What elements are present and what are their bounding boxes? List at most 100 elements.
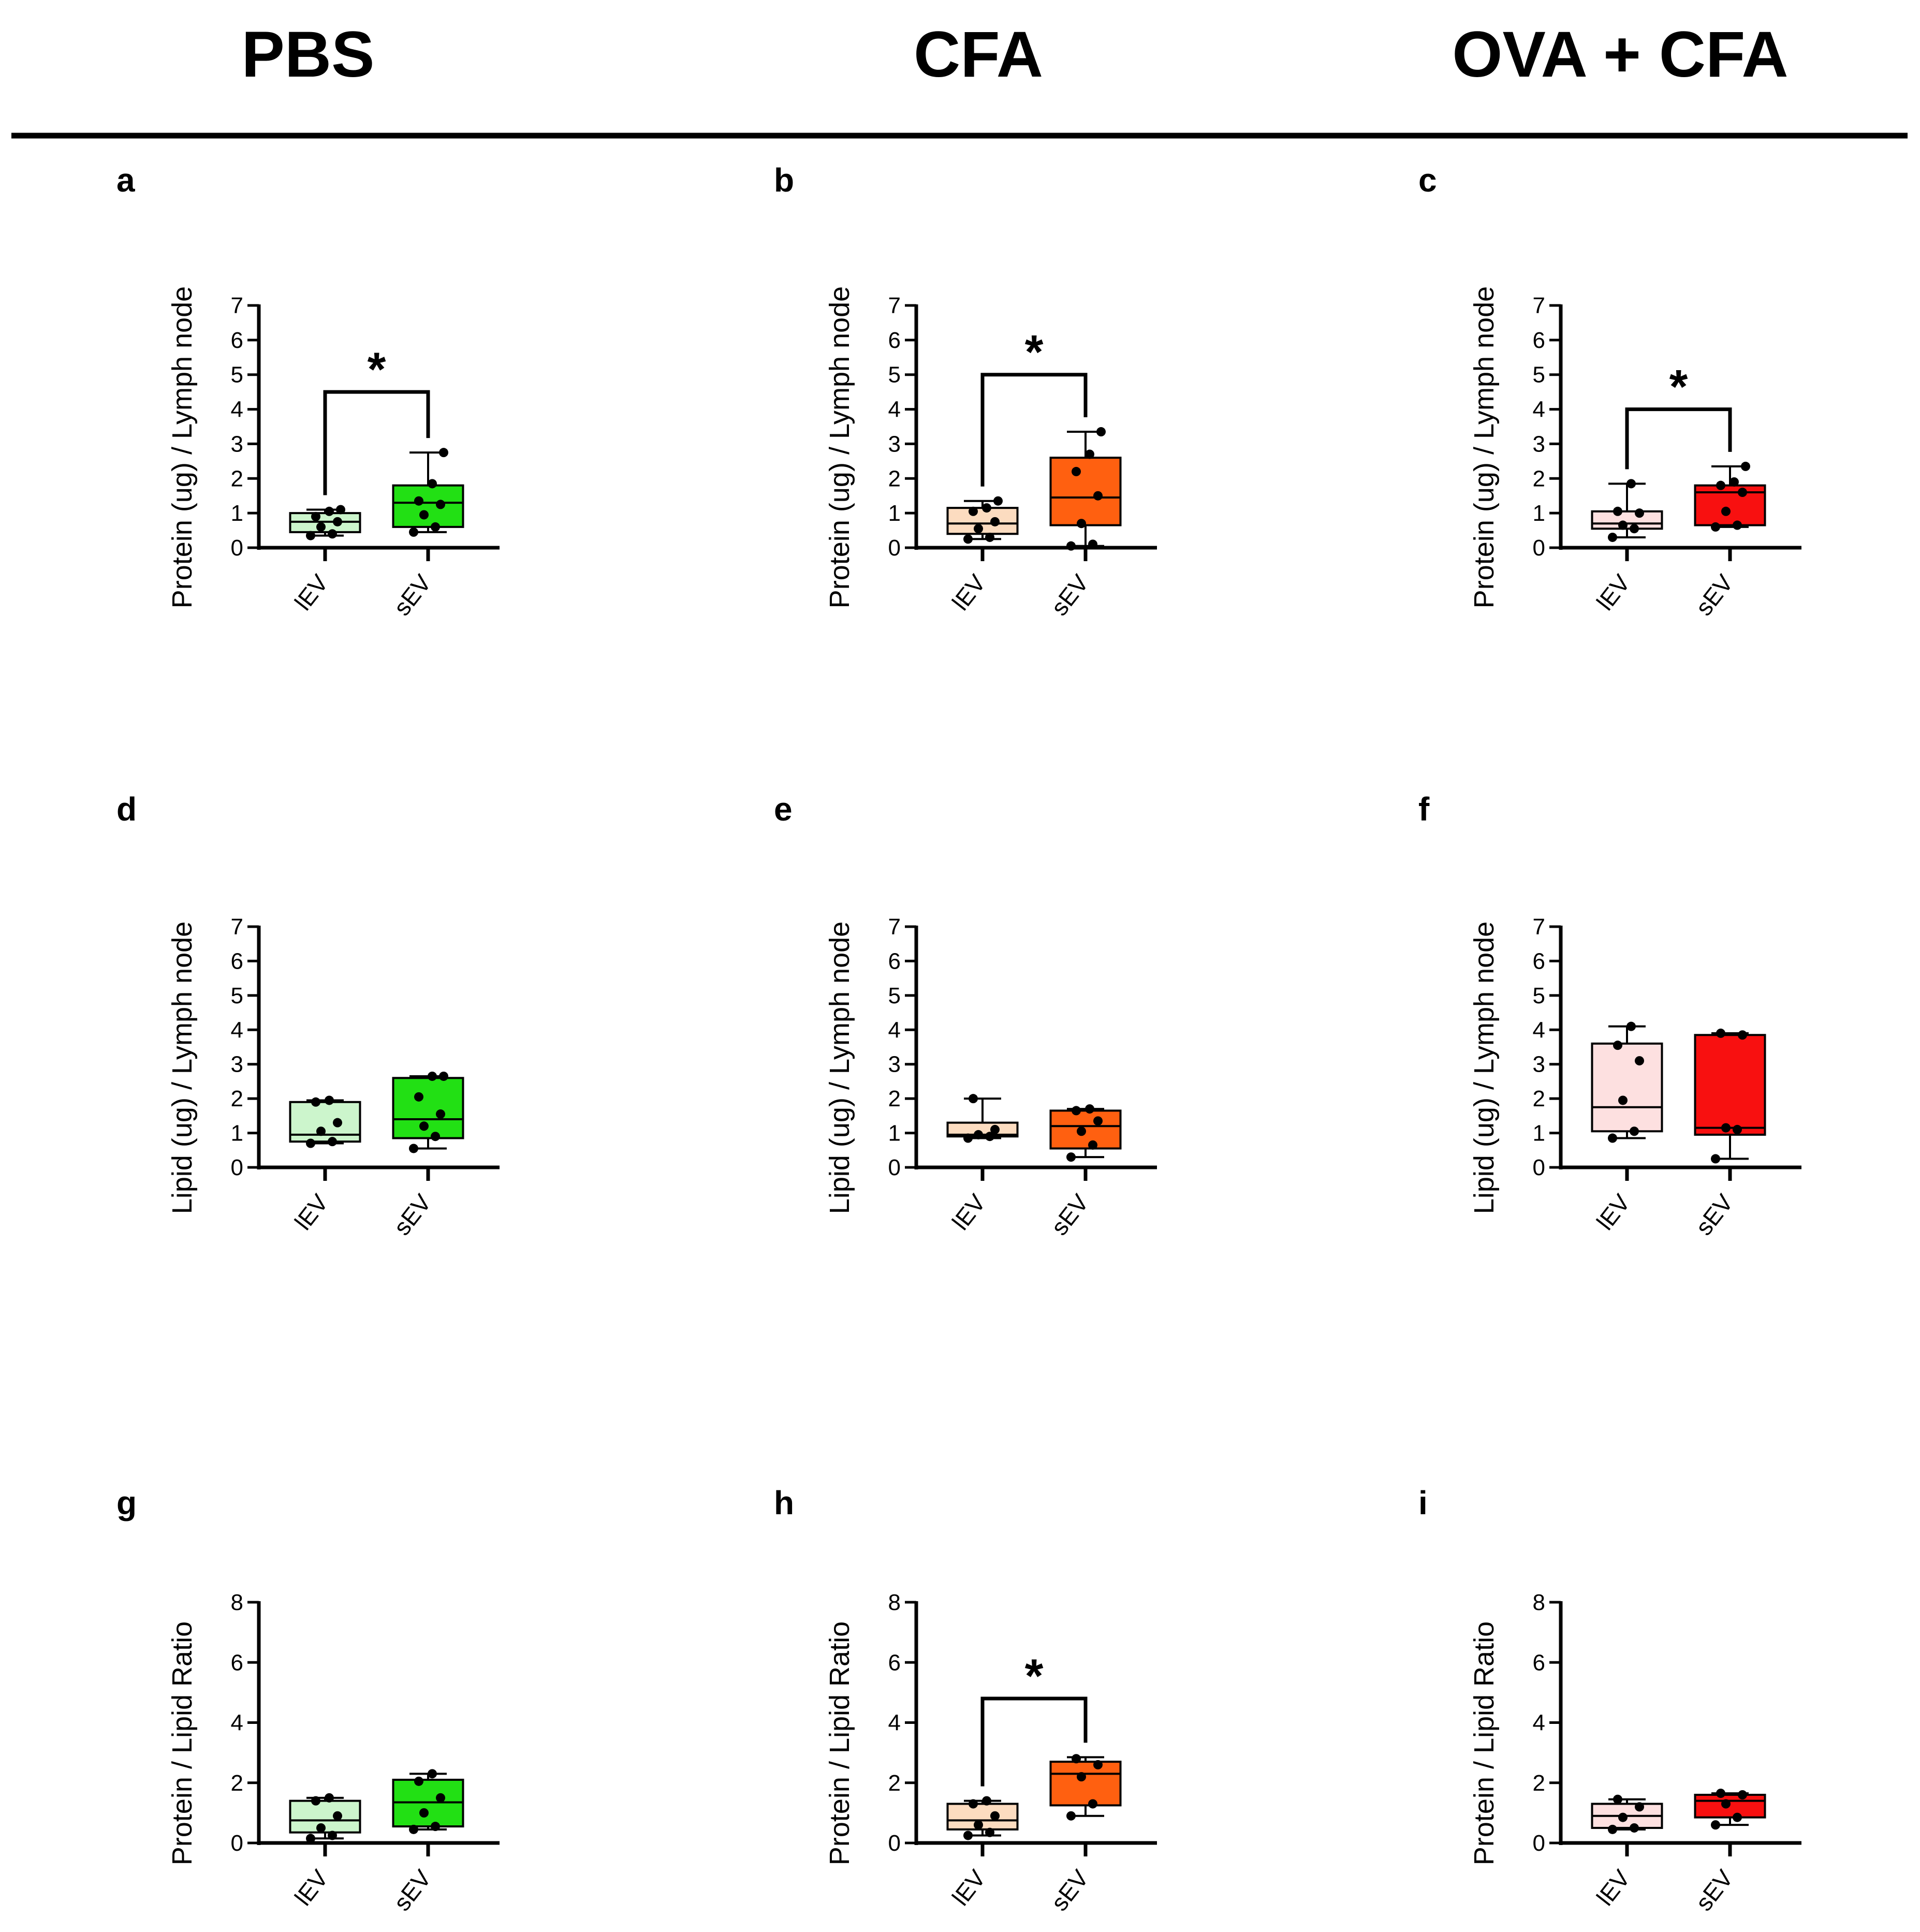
significance-star: * (368, 343, 386, 396)
y-tick-label: 7 (231, 914, 243, 940)
y-tick-label: 4 (888, 397, 901, 422)
significance-bracket (980, 373, 1088, 487)
y-axis-label: Protein / Lipid Ratio (167, 1621, 198, 1865)
data-point (1721, 506, 1731, 516)
y-tick-label: 7 (1533, 914, 1545, 940)
data-point (409, 527, 418, 537)
y-tick-label: 1 (888, 1121, 901, 1146)
data-point (1721, 1123, 1731, 1133)
panel-h: h 0 2 4 6 8 Protein / Lipid Ratio lEV sEV * (774, 1484, 1157, 1916)
data-point (333, 1118, 342, 1128)
y-axis-label: Protein / Lipid Ratio (824, 1621, 855, 1865)
panel-f: f 0 1 2 3 4 5 6 7 Lipid (ug) / Lymph node lEV sEV (1418, 791, 1801, 1240)
x-tick-label-lEV: lEV (1591, 569, 1635, 616)
significance-bracket (323, 390, 430, 495)
x-tick-label-sEV: sEV (1690, 1865, 1738, 1916)
data-point (409, 1144, 418, 1153)
data-point (1093, 1116, 1103, 1126)
data-point (431, 1132, 440, 1141)
data-point (993, 496, 1003, 506)
y-tick-label: 3 (231, 431, 243, 457)
y-tick-label: 4 (1533, 397, 1545, 422)
data-point (1733, 1124, 1742, 1134)
x-tick-label-sEV: sEV (1690, 569, 1738, 621)
data-point (333, 517, 342, 526)
data-point (1733, 520, 1742, 530)
group-title-cfa: CFA (914, 19, 1043, 91)
box-sEV (1694, 1794, 1766, 1819)
data-point (1721, 1799, 1731, 1809)
y-tick-label: 8 (888, 1590, 901, 1615)
x-tick-label-lEV: lEV (947, 1189, 991, 1235)
data-point (1716, 1789, 1725, 1798)
y-tick-label: 4 (888, 1017, 901, 1043)
data-point (1085, 1104, 1094, 1114)
box-sEV (392, 1077, 464, 1139)
data-point (1716, 480, 1725, 490)
data-point (1630, 524, 1639, 534)
data-point (336, 505, 345, 515)
data-point (1088, 1799, 1097, 1809)
y-tick-label: 1 (231, 501, 243, 526)
data-point (990, 517, 1000, 526)
data-point (1711, 1820, 1720, 1830)
y-axis-label: Protein (ug) / Lymph node (167, 286, 198, 608)
y-tick-label: 6 (231, 1650, 243, 1675)
data-point (316, 1126, 326, 1136)
data-point (1077, 519, 1086, 529)
panel-d: d 0 1 2 3 4 5 6 7 Lipid (ug) / Lymph node lEV sEV (116, 791, 500, 1240)
box-lEV (1591, 1042, 1663, 1133)
y-tick-label: 3 (231, 1052, 243, 1077)
data-point (969, 506, 978, 516)
data-point (985, 1827, 994, 1837)
data-point (328, 1831, 337, 1840)
y-tick-label: 0 (231, 535, 243, 561)
data-point (1093, 491, 1103, 501)
y-tick-label: 1 (1533, 1121, 1545, 1146)
group-title-ova-cfa: OVA + CFA (1452, 19, 1788, 91)
y-tick-label: 5 (1533, 983, 1545, 1008)
data-point (436, 500, 445, 509)
significance-star: * (1025, 1650, 1044, 1703)
data-point (1733, 1812, 1742, 1822)
group-title-pbs: PBS (241, 19, 374, 91)
data-point (1738, 1790, 1747, 1799)
y-tick-label: 4 (231, 397, 243, 422)
data-point (428, 1071, 437, 1081)
x-tick-label-lEV: lEV (289, 1865, 333, 1911)
data-point (1618, 1095, 1628, 1105)
box-sEV (1694, 1034, 1766, 1136)
y-tick-label: 6 (888, 948, 901, 974)
panel-letter: f (1418, 791, 1430, 828)
y-tick-label: 0 (888, 1831, 901, 1856)
data-point (1711, 522, 1720, 532)
data-point (428, 479, 437, 489)
data-point (974, 1130, 983, 1139)
data-point (414, 1776, 423, 1786)
data-point (1630, 1823, 1639, 1833)
data-point (311, 1796, 320, 1806)
y-tick-label: 6 (888, 328, 901, 353)
data-point (1730, 477, 1739, 487)
x-tick-label-sEV: sEV (388, 1865, 436, 1916)
data-point (1626, 1021, 1636, 1031)
y-tick-label: 1 (231, 1121, 243, 1146)
y-tick-label: 0 (1533, 535, 1545, 561)
y-tick-label: 5 (231, 362, 243, 388)
y-tick-label: 8 (231, 1590, 243, 1615)
data-point (419, 510, 429, 520)
y-tick-label: 3 (1533, 431, 1545, 457)
data-point (436, 1793, 445, 1803)
y-tick-label: 7 (231, 293, 243, 318)
y-axis-label: Protein (ug) / Lymph node (1469, 286, 1500, 608)
data-point (1088, 539, 1097, 549)
significance-star: * (1025, 326, 1044, 379)
y-tick-label: 6 (1533, 328, 1545, 353)
y-tick-label: 4 (231, 1017, 243, 1043)
y-tick-label: 6 (231, 948, 243, 974)
data-point (1613, 1794, 1622, 1804)
data-point (306, 1138, 315, 1148)
y-tick-label: 6 (231, 328, 243, 353)
y-tick-label: 0 (888, 535, 901, 561)
